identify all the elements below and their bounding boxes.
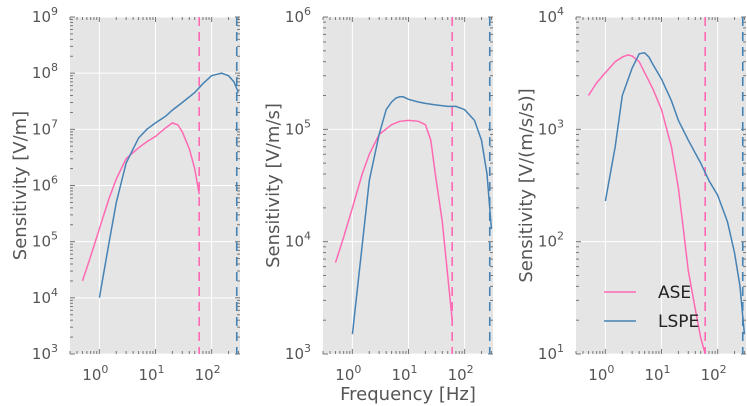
y-tick-label: 102 xyxy=(538,230,564,251)
x-tick-label: 102 xyxy=(701,363,727,384)
panel-2: 100 101 102 103 104 105 106 Sensitivity [V/m/s] xyxy=(263,5,493,384)
y-tick-label: 104 xyxy=(285,230,311,251)
y-axis-label: Sensitivity [V/(m/s/s)] xyxy=(516,88,537,282)
y-tick-label: 109 xyxy=(32,5,58,26)
series-line-ase xyxy=(334,119,453,321)
series-line-ase xyxy=(587,54,706,354)
y-tick-label: 106 xyxy=(285,5,311,26)
y-axis-label: Sensitivity [V/m/s] xyxy=(263,103,284,268)
y-tick-label: 105 xyxy=(32,230,58,251)
y-tick-label: 103 xyxy=(538,117,564,138)
y-tick-label: 106 xyxy=(32,174,58,195)
series-line-lspe xyxy=(351,96,493,335)
y-tick-label: 103 xyxy=(285,342,311,363)
y-tick-label: 104 xyxy=(32,286,58,307)
y-tick-label: 103 xyxy=(32,342,58,363)
y-tick-label: 107 xyxy=(32,117,58,138)
x-tick-label: 102 xyxy=(448,363,474,384)
x-tick-label: 100 xyxy=(588,363,614,384)
x-tick-label: 101 xyxy=(391,363,417,384)
x-axis-label: Frequency [Hz] xyxy=(340,384,476,405)
legend-label-ase: ASE xyxy=(658,283,691,303)
series-line-ase xyxy=(81,122,200,282)
panel-1: 100 101 102 103 104 105 106 107 108 109 Sensitivit… xyxy=(10,5,240,384)
x-tick-label: 101 xyxy=(644,363,670,384)
x-tick-label: 100 xyxy=(335,363,361,384)
x-tick-label: 101 xyxy=(138,363,164,384)
y-tick-label: 108 xyxy=(32,61,58,82)
x-tick-label: 102 xyxy=(195,363,221,384)
y-axis-label: Sensitivity [V/m] xyxy=(10,111,31,260)
y-tick-label: 101 xyxy=(538,342,564,363)
y-tick-label: 105 xyxy=(285,117,311,138)
panel-3: 100 101 102 101 102 103 104 Sensitivity [V/(m/s… xyxy=(516,5,746,384)
legend-label-lspe: LSPE xyxy=(658,312,699,332)
series-line-lspe xyxy=(604,51,746,335)
series-line-lspe xyxy=(98,72,240,298)
y-tick-label: 104 xyxy=(538,5,564,26)
x-tick-label: 100 xyxy=(82,363,108,384)
